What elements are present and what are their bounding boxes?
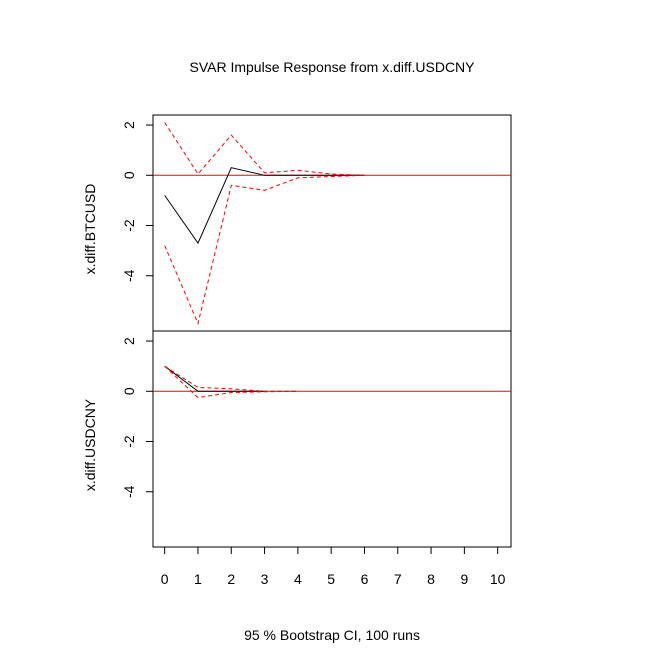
y-tick-label-bottom: -2 <box>121 435 137 448</box>
series-lower-top <box>164 174 365 326</box>
y-tick-label-top: 0 <box>121 171 137 179</box>
y-tick-label-top: 2 <box>121 121 137 129</box>
y-tick-label-bottom: 0 <box>121 387 137 395</box>
series-upper-bottom <box>164 365 298 392</box>
x-tick-label: 3 <box>261 571 269 587</box>
series-response-top <box>164 167 365 245</box>
x-axis-label: 95 % Bootstrap CI, 100 runs <box>244 627 420 643</box>
y-tick-label-top: -2 <box>121 219 137 232</box>
series-lower-bottom <box>164 365 298 399</box>
x-tick-label: 7 <box>394 571 402 587</box>
y-tick-label-top: -4 <box>121 269 137 282</box>
y-tick-label-bottom: 2 <box>121 337 137 345</box>
chart-title: SVAR Impulse Response from x.diff.USDCNY <box>189 59 475 75</box>
x-tick-label: 1 <box>194 571 202 587</box>
y-axis-label-bottom: x.diff.USDCNY <box>82 398 98 491</box>
panel-frame-bottom <box>152 330 512 548</box>
x-tick-label: 0 <box>161 571 169 587</box>
x-tick-label: 10 <box>490 571 506 587</box>
x-tick-label: 2 <box>227 571 235 587</box>
y-tick-label-bottom: -4 <box>121 485 137 498</box>
series-response-bottom <box>164 365 265 392</box>
x-tick-label: 4 <box>294 571 302 587</box>
series-upper-top <box>164 122 365 176</box>
x-tick-label: 6 <box>361 571 369 587</box>
y-axis-label-top: x.diff.BTCUSD <box>82 184 98 275</box>
x-tick-label: 8 <box>427 571 435 587</box>
x-tick-label: 5 <box>327 571 335 587</box>
x-tick-label: 9 <box>460 571 468 587</box>
